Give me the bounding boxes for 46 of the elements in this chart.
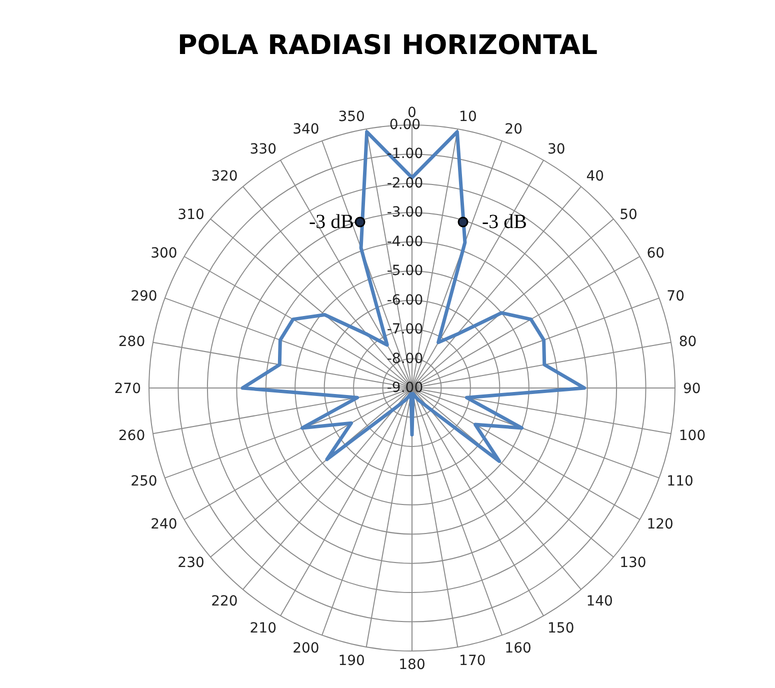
spoke-label: 340 <box>292 121 320 138</box>
spoke-label: 280 <box>118 334 146 350</box>
y-tick-label: -7.00 <box>386 322 424 338</box>
spoke-label: 330 <box>250 141 276 158</box>
spoke-label: 140 <box>586 594 613 610</box>
spoke-label: 200 <box>292 640 320 657</box>
spoke-label: 50 <box>620 206 638 223</box>
spoke-label: 240 <box>150 516 178 532</box>
spoke-label: 150 <box>548 620 574 637</box>
spoke-label: 270 <box>114 380 141 397</box>
spoke-label: 320 <box>211 168 238 184</box>
spoke-label: 90 <box>683 380 701 397</box>
spoke-label: 310 <box>178 206 204 223</box>
spoke-label: 220 <box>211 594 238 610</box>
spoke-label: 70 <box>666 288 684 304</box>
spoke-label: 290 <box>130 288 158 304</box>
spoke-label: 40 <box>586 168 604 184</box>
y-tick-label: 0.00 <box>389 117 421 133</box>
spoke-label: 180 <box>398 656 426 673</box>
text: -3 dB <box>482 211 527 233</box>
spoke-label: 350 <box>338 109 365 126</box>
spoke-label: 10 <box>459 109 477 126</box>
y-tick-label: -3.00 <box>386 204 424 221</box>
y-tick-label: -2.00 <box>386 175 424 192</box>
spoke-label: 130 <box>620 555 646 572</box>
spoke-label: 190 <box>338 652 365 669</box>
spoke-label: 100 <box>678 428 706 444</box>
y-tick-label: -6.00 <box>386 292 424 308</box>
y-tick-label: -5.00 <box>386 263 424 280</box>
y-tick-label: -4.00 <box>386 234 424 250</box>
spoke-label: 30 <box>548 141 566 158</box>
spoke-label: 60 <box>646 245 665 262</box>
spoke-label: 110 <box>666 474 694 490</box>
spoke-label: 160 <box>504 640 532 657</box>
spoke-label: 210 <box>250 620 276 637</box>
chart-title: POLA RADIASI HORIZONTAL <box>176 30 599 61</box>
spoke-label: 260 <box>118 428 146 444</box>
spoke-label: 120 <box>646 516 674 532</box>
spoke-label: 300 <box>150 245 178 262</box>
spoke-label: 80 <box>678 334 697 350</box>
spoke-label: 250 <box>130 474 158 490</box>
spoke-label: 20 <box>504 121 523 138</box>
text: -3 dB <box>309 211 354 233</box>
spoke-label: 170 <box>459 652 486 669</box>
spoke-label: 230 <box>178 555 204 572</box>
y-tick-label: -8.00 <box>386 350 424 367</box>
